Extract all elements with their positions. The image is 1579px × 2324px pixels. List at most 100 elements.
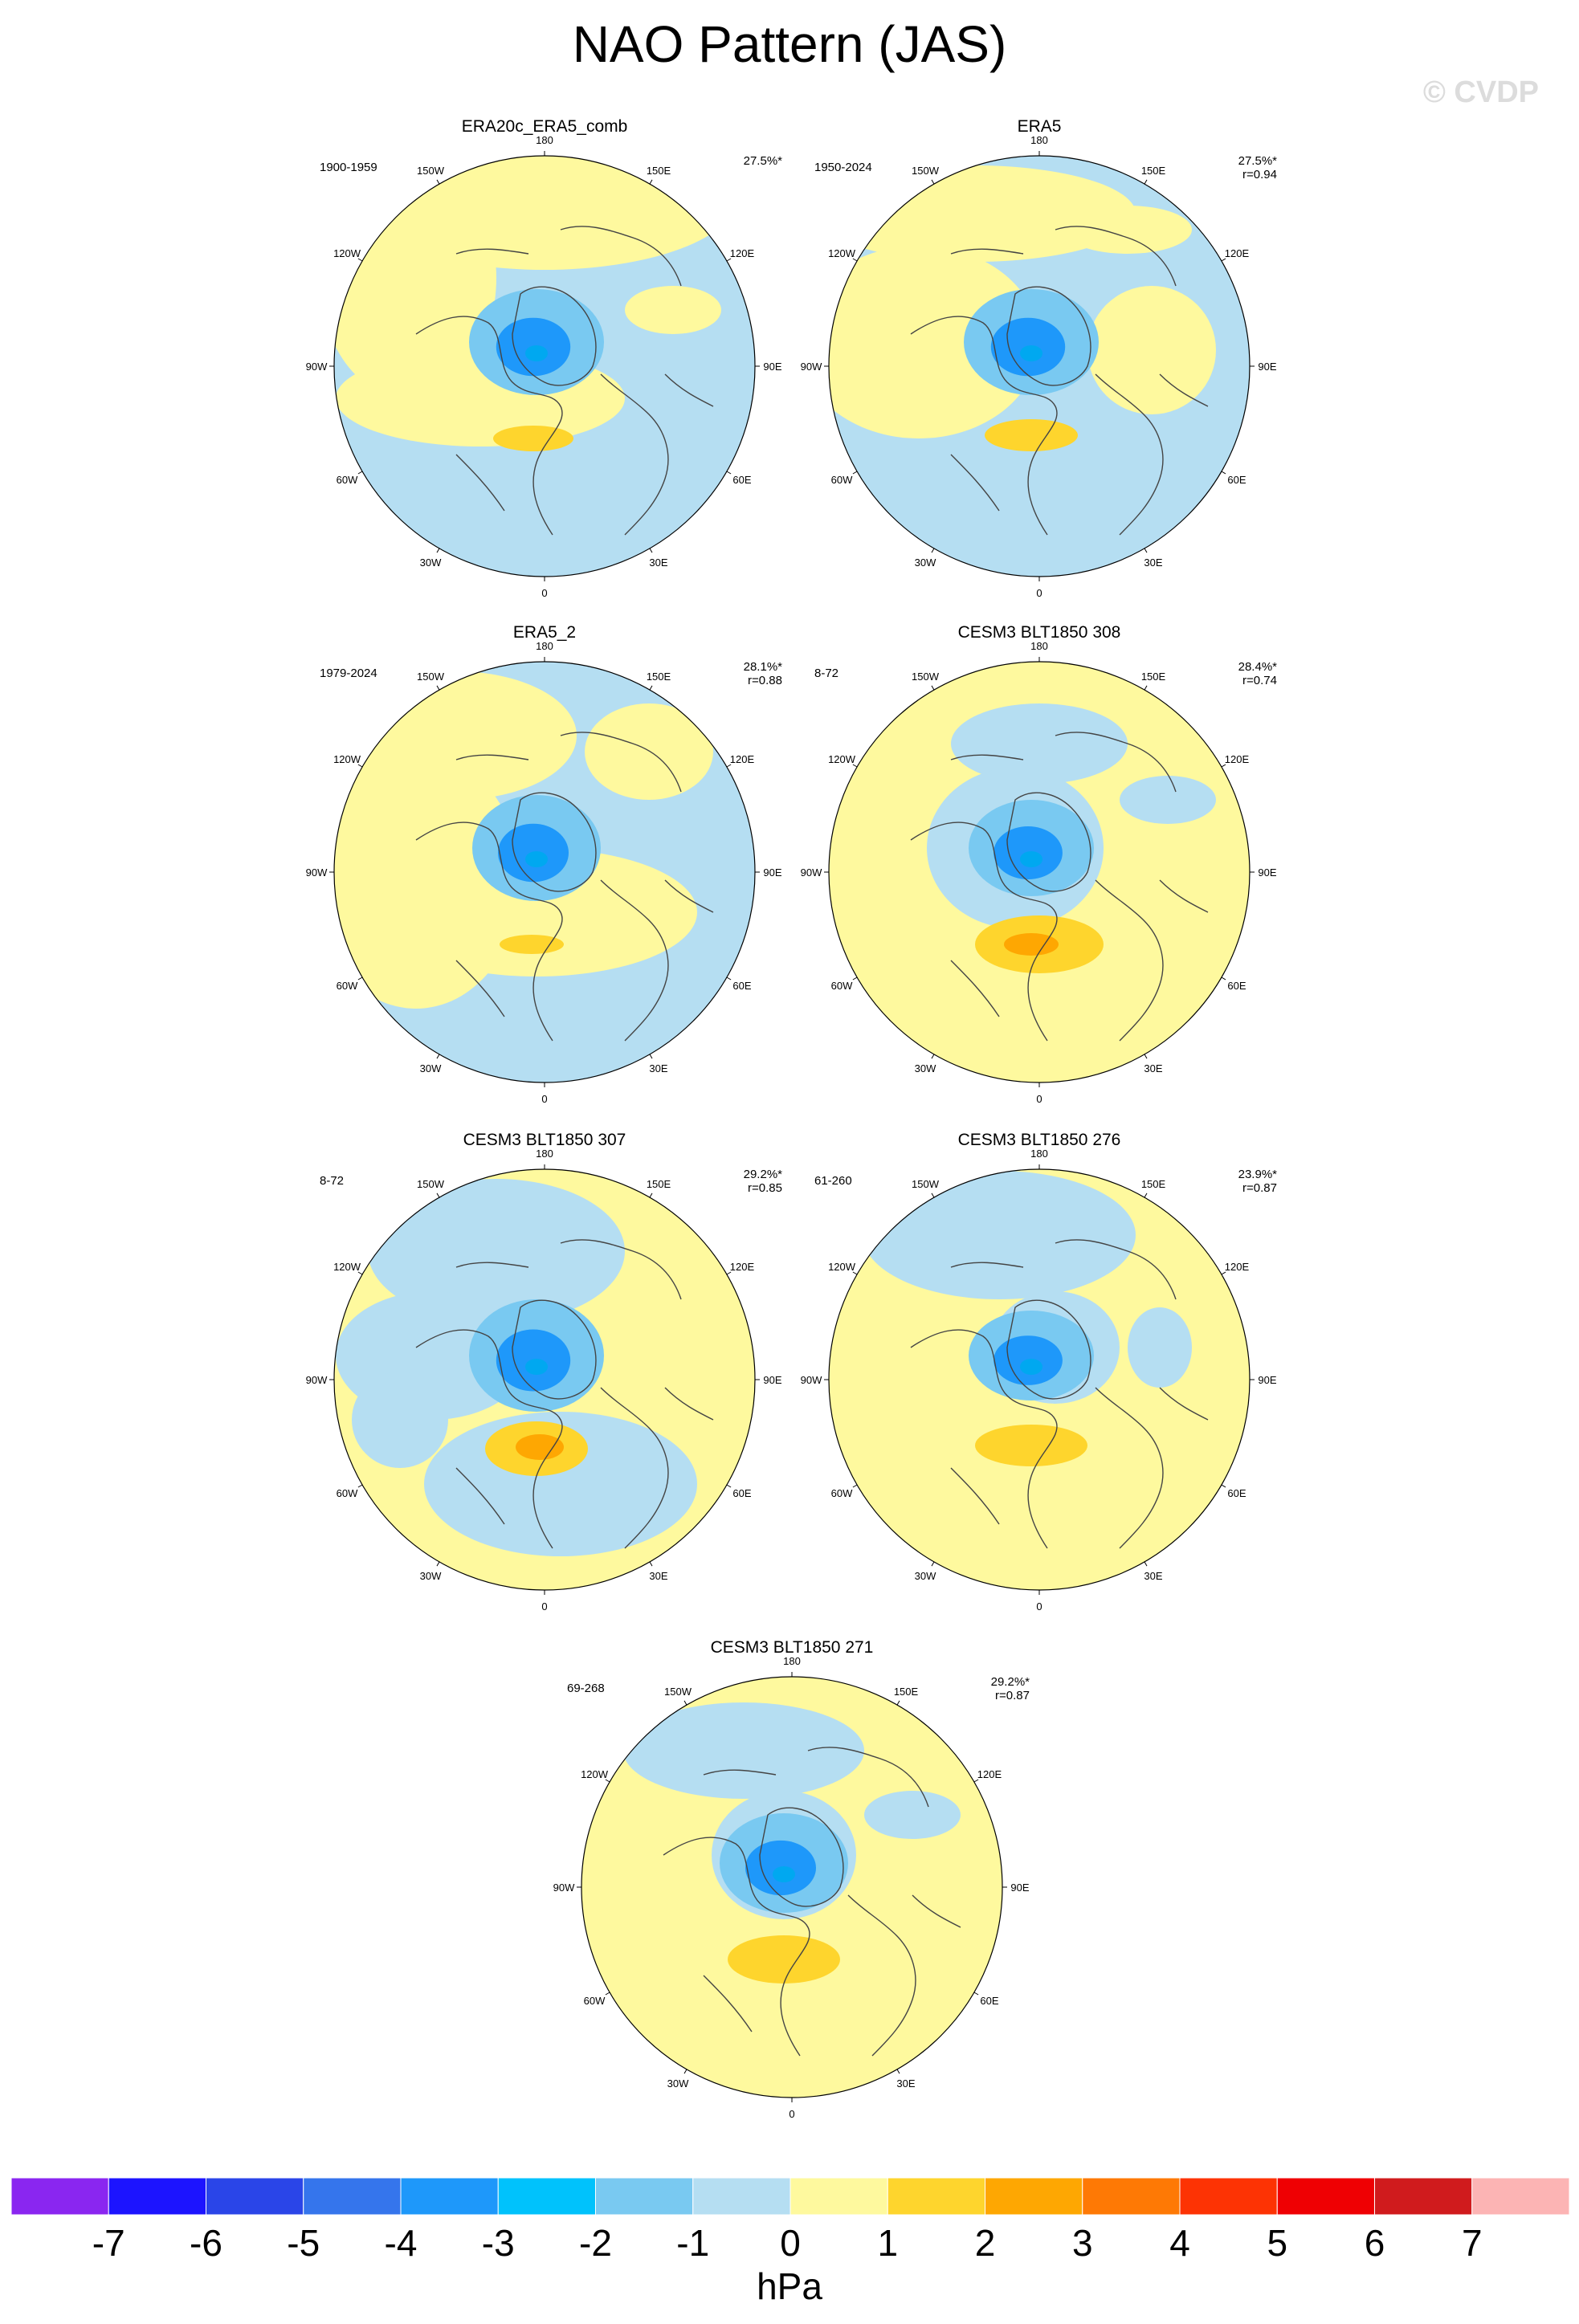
colorbar-swatch xyxy=(790,2178,888,2216)
coastline xyxy=(415,1329,563,1549)
low-anomaly-center xyxy=(525,345,548,361)
coastline xyxy=(759,1807,844,1907)
map-panel: ERA5 1950-2024 27.5%* r=0.94 180 150E 120E… xyxy=(790,117,1288,599)
colorbar-swatch xyxy=(108,2178,206,2216)
field-region xyxy=(1128,1307,1192,1388)
longitude-label: 30W xyxy=(915,1570,936,1582)
panel-percent: 27.5%* xyxy=(1238,154,1277,168)
longitude-tick xyxy=(726,1271,732,1275)
longitude-label: 90W xyxy=(801,866,822,879)
longitude-label: 0 xyxy=(541,1093,547,1105)
field-region xyxy=(1087,286,1216,414)
high-anomaly xyxy=(493,426,573,451)
colorbar-tick-label: 3 xyxy=(1071,2222,1093,2264)
coastline xyxy=(1159,879,1209,913)
longitude-label: 90E xyxy=(1258,361,1276,373)
longitude-tick xyxy=(726,258,732,262)
longitude-label: 90E xyxy=(1258,866,1276,879)
coastline xyxy=(1006,1299,1091,1400)
coastline xyxy=(1095,879,1164,1042)
map-field xyxy=(829,1169,1250,1590)
coastline xyxy=(1055,226,1177,287)
longitude-label: 30E xyxy=(1144,1062,1162,1074)
longitude-label: 120E xyxy=(1225,1261,1250,1273)
panel-title: ERA5 xyxy=(1017,117,1062,136)
panel-period: 8-72 xyxy=(814,667,839,680)
longitude-label: 30W xyxy=(420,1570,442,1582)
colorbar-swatch xyxy=(206,2178,304,2216)
longitude-label: 150E xyxy=(1141,1178,1166,1190)
longitude-label: 60W xyxy=(831,980,853,992)
longitude-tick xyxy=(852,764,858,768)
longitude-label: 180 xyxy=(783,1655,801,1667)
longitude-tick xyxy=(649,1561,653,1567)
longitude-label: 0 xyxy=(541,1600,547,1613)
panel-title: CESM3 BLT1850 307 xyxy=(463,1131,626,1149)
coastline xyxy=(950,1467,1000,1525)
longitude-label: 90E xyxy=(763,361,781,373)
coastline xyxy=(950,754,1024,760)
panel-period: 61-260 xyxy=(814,1174,852,1188)
field-region xyxy=(951,703,1128,784)
longitude-label: 30E xyxy=(649,1062,667,1074)
coastline xyxy=(703,1975,753,2032)
longitude-tick xyxy=(436,685,440,691)
longitude-label: 30E xyxy=(896,2077,915,2090)
longitude-tick xyxy=(852,258,858,262)
coastline xyxy=(910,316,1058,536)
longitude-tick xyxy=(649,548,653,553)
coastline xyxy=(560,1239,682,1300)
longitude-label: 90W xyxy=(306,361,328,373)
panel-percent: 23.9%* xyxy=(1238,1168,1277,1181)
colorbar-swatch xyxy=(303,2178,402,2216)
longitude-label: 30E xyxy=(649,557,667,569)
colorbar-tick-label: 1 xyxy=(877,2222,899,2264)
longitude-label: 180 xyxy=(536,134,553,146)
longitude-label: 60W xyxy=(584,1995,606,2007)
longitude-label: 120W xyxy=(828,753,856,765)
longitude-label: 90W xyxy=(306,1374,328,1386)
longitude-label: 120W xyxy=(828,1261,856,1273)
coastline xyxy=(663,1837,810,2057)
map-field xyxy=(334,156,755,577)
panel-percent: 27.5%* xyxy=(743,154,782,168)
longitude-tick xyxy=(649,685,653,691)
colorbar-swatch xyxy=(692,2178,791,2216)
longitude-tick xyxy=(1221,258,1226,262)
coastline xyxy=(415,316,563,536)
longitude-tick xyxy=(1221,764,1226,768)
panel-period: 1979-2024 xyxy=(320,667,377,680)
longitude-label: 150W xyxy=(417,165,445,177)
longitude-label: 60W xyxy=(337,1487,358,1499)
colorbar-tick-label: -4 xyxy=(384,2222,418,2264)
map-panel: CESM3 BLT1850 276 61-260 23.9%* r=0.87 1… xyxy=(790,1131,1288,1613)
colorbar-tick-label: -7 xyxy=(92,2222,125,2264)
coastline xyxy=(455,248,529,255)
colorbar-swatch xyxy=(1179,2178,1278,2216)
field-region xyxy=(829,246,1039,438)
coastline xyxy=(1095,373,1164,536)
field-region xyxy=(1120,776,1216,824)
longitude-label: 0 xyxy=(1036,587,1042,599)
longitude-tick xyxy=(605,1779,610,1783)
field-region xyxy=(623,1702,864,1799)
high-anomaly xyxy=(985,419,1078,451)
longitude-label: 120E xyxy=(730,247,755,259)
polar-map: 180 150E 120E 90E 60E 30E 0 30W 60W 90W 120W 150W xyxy=(801,640,1277,1105)
longitude-tick xyxy=(896,2069,900,2074)
colorbar-tick-label: 4 xyxy=(1169,2222,1190,2264)
longitude-label: 0 xyxy=(1036,1093,1042,1105)
colorbar-swatch xyxy=(1471,2178,1569,2216)
longitude-label: 90E xyxy=(1258,1374,1276,1386)
panel-percent: 28.1%* xyxy=(743,660,782,674)
low-anomaly-center xyxy=(773,1866,795,1882)
polar-map: 180 150E 120E 90E 60E 30E 0 30W 60W 90W 120W 150W xyxy=(553,1655,1030,2120)
longitude-tick xyxy=(649,179,653,185)
coastline xyxy=(600,1387,669,1549)
colorbar-unit: hPa xyxy=(757,2265,822,2307)
map-panel: ERA5_2 1979-2024 28.1%* r=0.88 180 150E 12… xyxy=(296,623,794,1105)
coastline xyxy=(664,1387,714,1421)
longitude-label: 60W xyxy=(337,474,358,486)
map-field xyxy=(829,662,1250,1082)
field-region xyxy=(625,286,721,334)
